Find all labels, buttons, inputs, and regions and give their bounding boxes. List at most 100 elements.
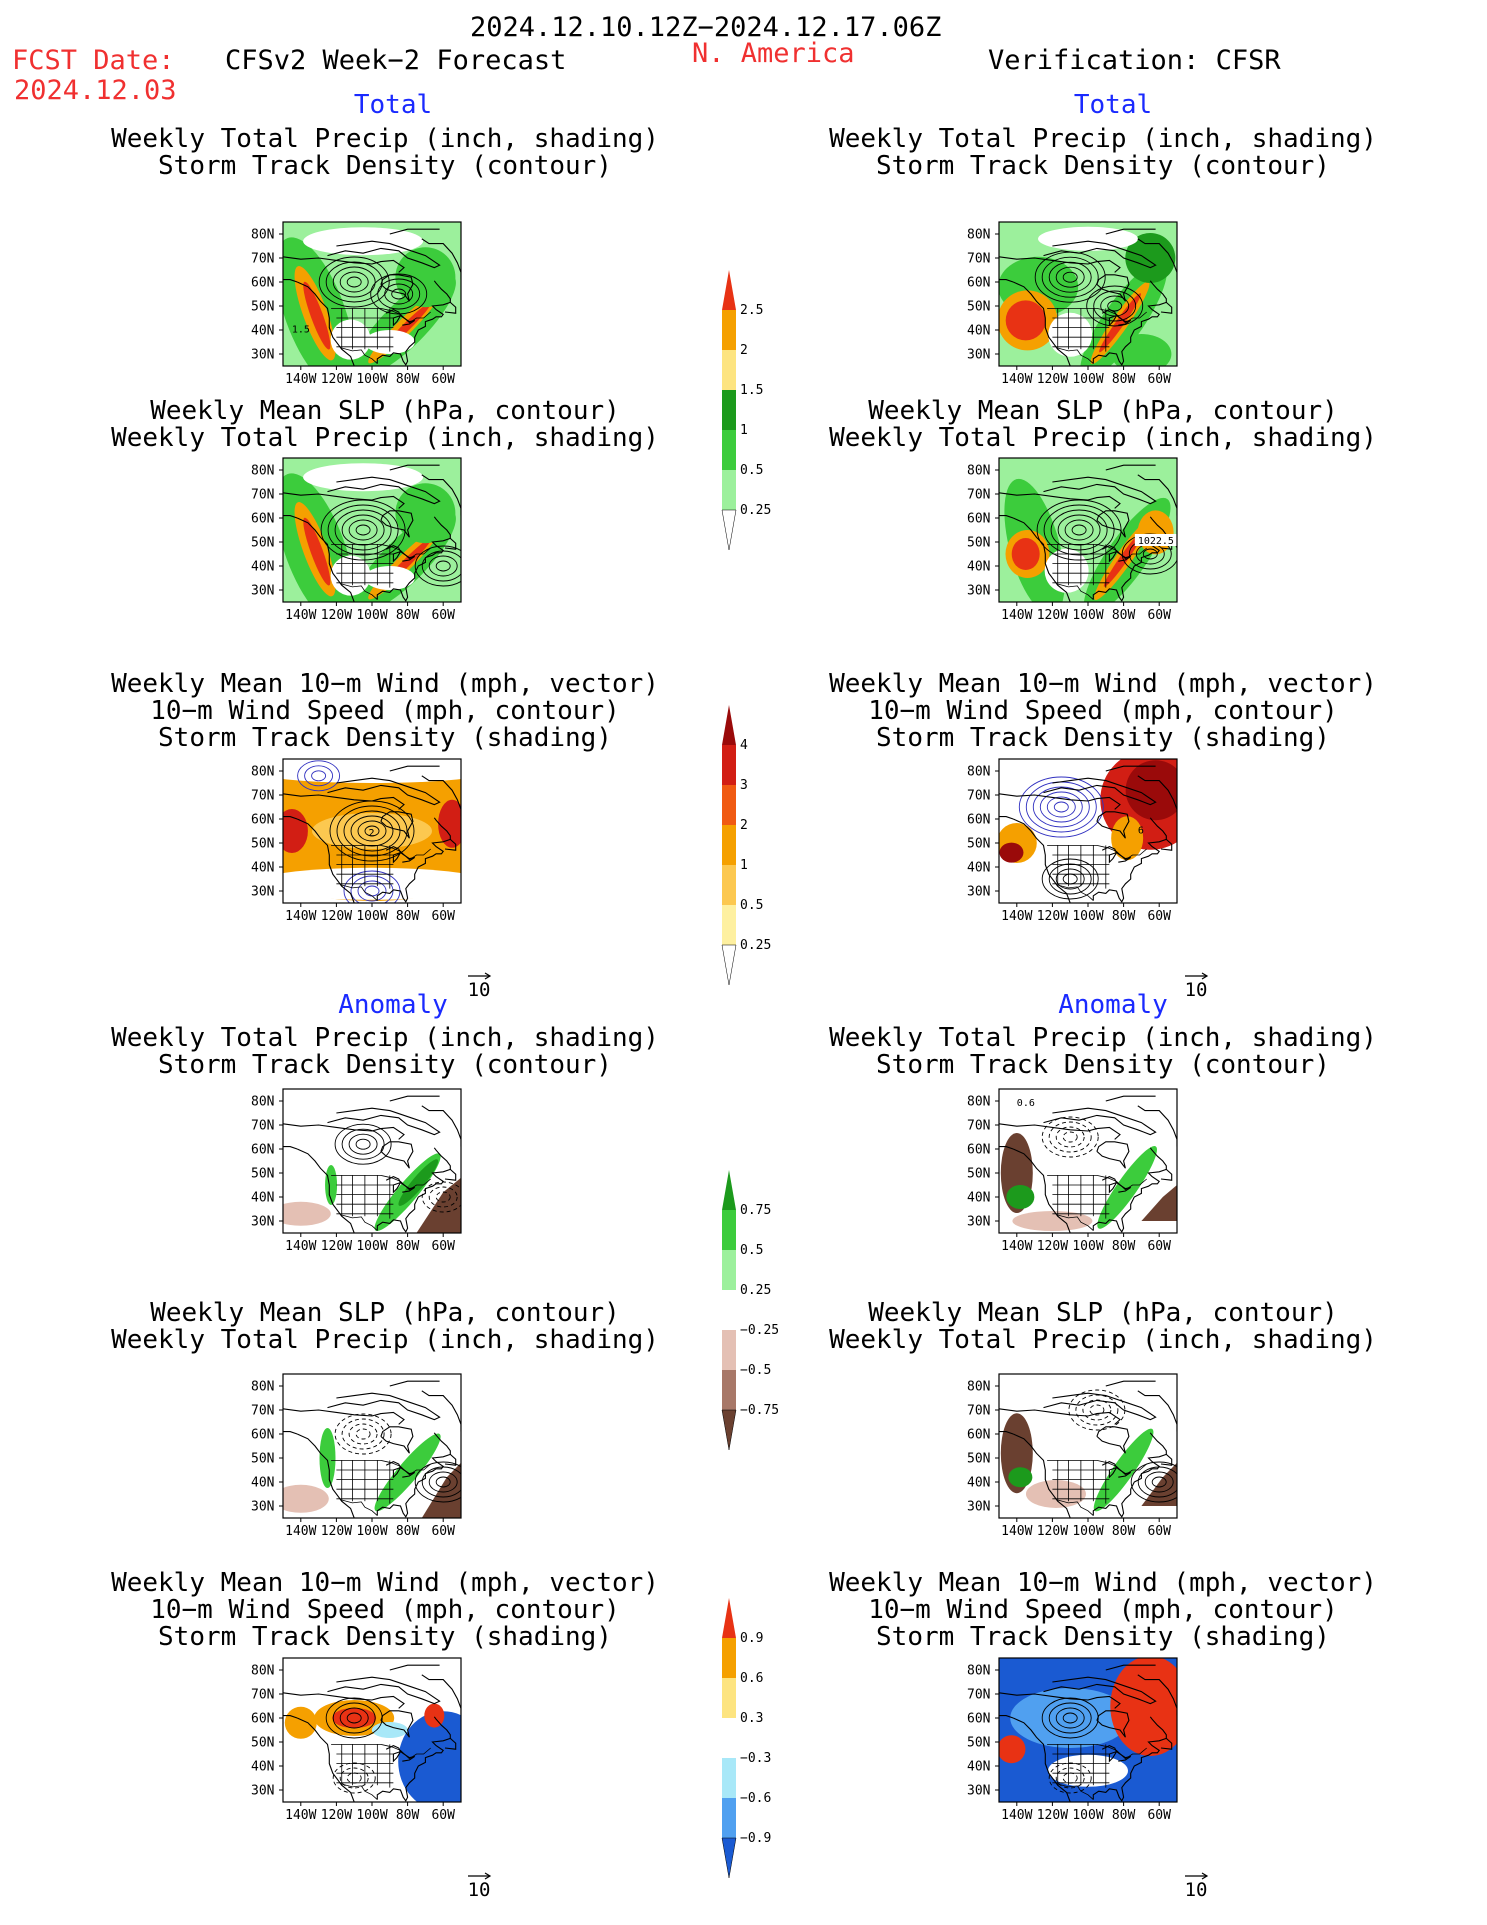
map-obs-wind-track-total: 6 80N 70N 60N 50N 40N 30N 140W 120W 100W 80W 60W [967,758,1178,924]
contour-value-label: 1022.5 [1138,536,1174,547]
arctic-coast-line [999,793,1121,810]
lat-label: 60N [967,512,990,527]
section-anomaly-forecast: Anomaly [338,990,448,1020]
shading-region [284,1706,317,1739]
lon-label: 100W [356,372,387,387]
contour-line [357,820,387,842]
contour-set [1041,858,1099,900]
title-fcst-slp-precip-total: Weekly Mean SLP (hPa, contour) Weekly Tot… [75,398,695,452]
colorbar-label: 0.5 [740,1243,763,1258]
contour-set [334,1123,392,1165]
colorbar-label: −0.3 [740,1751,771,1766]
lon-label: 80W [396,1239,420,1254]
lon-label: 80W [1112,1239,1136,1254]
east-coast-line [1092,1432,1167,1518]
colorbar-swatch [722,1250,736,1290]
colorbar-label: −0.6 [740,1791,771,1806]
title-obs-wind-track-total-line-1: Weekly Mean 10−m Wind (mph, vector) [829,669,1377,699]
title-obs-precip-track-total-line-2: Storm Track Density (contour) [876,151,1330,181]
ellesmere-line [389,1664,440,1671]
lat-label: 40N [967,560,990,575]
shading-region [395,247,456,308]
colorbar-swatch [722,390,736,430]
title-fcst-wind-track-anomaly-line-2: 10−m Wind Speed (mph, contour) [150,1595,620,1625]
lat-label: 60N [967,276,990,291]
us-mexico-border [341,884,378,901]
colorbar-swatch [722,1798,736,1838]
vector-ref-fcst-anomaly: 10 [468,1872,492,1901]
coastline-group [283,464,461,602]
lon-label: 80W [1112,372,1136,387]
lat-label: 40N [967,1476,990,1491]
west-coast-line [296,1717,355,1802]
colorbar-label: 3 [740,778,748,793]
west-coast-line [1012,1433,1071,1518]
us-mexico-border [1057,347,1094,364]
vector-ref-label: 10 [1185,1879,1208,1901]
us-canada-border [331,1175,431,1191]
title-obs-slp-precip-anomaly: Weekly Mean SLP (hPa, contour) Weekly Tot… [793,1300,1413,1354]
colorbar-swatch [721,1409,737,1451]
great-lakes-line [385,1744,416,1763]
coastline-group [999,1664,1177,1802]
colorbar-label: 0.75 [740,1203,771,1218]
map-fcst-wind-track-anomaly: 80N 70N 60N 50N 40N 30N 140W 120W 100W 80W 60W [251,1657,462,1823]
shading-region [283,759,461,783]
lat-label: 80N [967,765,990,780]
us-mexico-border [341,1214,378,1231]
contour-line [1041,858,1099,900]
colorbar-label: 0.25 [740,1283,771,1298]
shading-region [1038,226,1138,251]
vector-ref-head [1201,1872,1209,1880]
us-canada-border [1047,308,1147,324]
title-fcst-slp-precip-total-line-2: Weekly Total Precip (inch, shading) [111,423,659,453]
lon-label: 140W [285,1524,316,1539]
shading-region [303,517,331,586]
coastline-group [999,765,1177,903]
contour-line [339,1707,369,1729]
alaska-coast-line [999,1146,1014,1150]
lat-label: 70N [251,1404,274,1419]
arctic-coast-line [999,492,1121,509]
alaska-coast-line [283,1146,298,1150]
lat-label: 80N [967,1664,990,1679]
lon-label: 100W [356,909,387,924]
title-obs-wind-track-total-line-2: 10−m Wind Speed (mph, contour) [868,696,1338,726]
verification-column-title: Verification: CFSR [988,45,1281,76]
east-coast-line [1092,1147,1167,1233]
newfoundland-line [444,1168,457,1181]
shading-region [1048,312,1093,357]
shading-region [1111,816,1144,861]
contour-line [355,524,371,536]
contour-line [1142,548,1158,560]
shading-region [438,799,461,848]
lon-label: 120W [1037,1524,1068,1539]
map-obs-slp-precip-total: 1022.5 80N 70N 60N 50N 40N 30N 140W 120W 100W 80W 6… [967,457,1178,623]
lon-label: 140W [1001,608,1032,623]
shading-region [283,1201,331,1226]
great-lakes-line [385,308,416,327]
shading-region [1006,1185,1035,1209]
title-fcst-wind-track-total: Weekly Mean 10−m Wind (mph, vector) 10−m … [75,671,695,752]
colorbar-label: 1.5 [740,383,763,398]
region-title: N. America [692,38,855,69]
colorbar-swatch [722,1678,736,1718]
lat-label: 30N [967,1215,990,1230]
contour-line [341,1128,385,1160]
contour-line [339,271,369,293]
vector-ref-label: 10 [468,1879,491,1901]
shading-region [1097,1146,1157,1229]
west-coast-line [296,281,355,366]
political-borders [1047,845,1147,901]
us-mexico-border [341,1499,378,1516]
contour-line [1055,1767,1085,1789]
lon-label: 140W [285,909,316,924]
contour-line [297,760,341,792]
contour-line [1055,1126,1085,1148]
shading-region [371,1722,408,1738]
ellesmere-line [1105,1095,1156,1102]
shading-region [424,1703,445,1728]
colorbar-label: 0.25 [740,503,771,518]
lat-label: 80N [251,464,274,479]
title-obs-wind-track-anomaly: Weekly Mean 10−m Wind (mph, vector) 10−m … [793,1570,1413,1651]
